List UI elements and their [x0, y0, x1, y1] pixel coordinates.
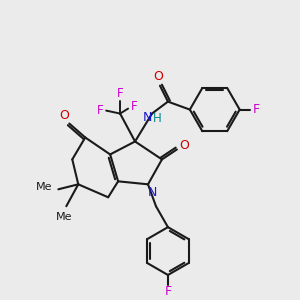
Text: O: O	[153, 70, 163, 83]
Text: F: F	[253, 103, 260, 116]
Text: Me: Me	[56, 212, 73, 222]
Text: N: N	[147, 186, 157, 199]
Text: N: N	[142, 111, 152, 124]
Text: F: F	[97, 104, 104, 117]
Text: F: F	[131, 100, 137, 113]
Text: H: H	[153, 112, 161, 125]
Text: O: O	[59, 109, 69, 122]
Text: O: O	[179, 139, 189, 152]
Text: F: F	[117, 87, 123, 100]
Text: Me: Me	[36, 182, 52, 192]
Text: F: F	[164, 285, 172, 298]
